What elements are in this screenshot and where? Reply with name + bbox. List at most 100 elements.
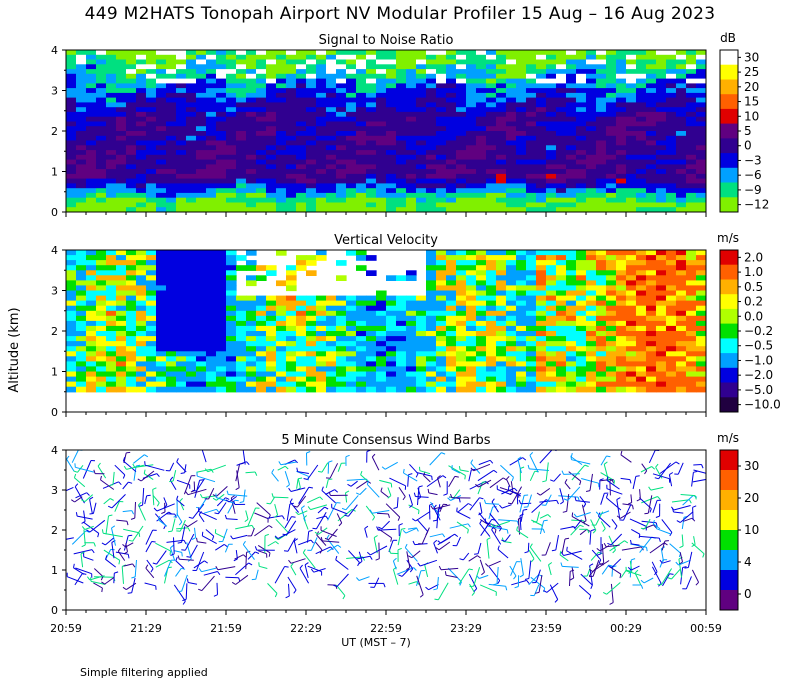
snr-cell (86, 59, 97, 65)
wind-barb (207, 464, 226, 473)
velocity-cell (86, 386, 97, 393)
velocity-cell (536, 255, 547, 261)
wind-barb (105, 537, 114, 546)
velocity-cell (556, 386, 567, 393)
snr-cell (606, 59, 617, 65)
velocity-cell (536, 331, 547, 337)
snr-cell (626, 88, 637, 94)
velocity-cell (416, 331, 427, 337)
snr-cell (386, 97, 397, 103)
wind-barb (216, 493, 225, 501)
wind-barb (407, 527, 417, 530)
snr-cell (516, 64, 527, 70)
wind-barb (626, 570, 642, 577)
wind-barb-flag (358, 561, 363, 565)
snr-cell (296, 192, 307, 199)
velocity-cell (646, 270, 657, 276)
velocity-cell (136, 260, 147, 266)
velocity-cell (286, 341, 297, 347)
snr-cell (256, 111, 267, 118)
velocity-cell (576, 295, 587, 302)
velocity-cell (246, 300, 257, 307)
snr-cell (116, 111, 127, 118)
velocity-cell (286, 295, 297, 302)
snr-cell (656, 164, 667, 170)
velocity-cell (116, 310, 127, 317)
snr-cell (336, 169, 347, 175)
velocity-cell (466, 356, 477, 362)
wind-barb-flag (328, 478, 333, 480)
snr-cell (296, 140, 307, 146)
snr-cell (86, 197, 97, 204)
snr-cell (246, 78, 257, 84)
snr-cell (526, 197, 537, 204)
snr-cell (576, 207, 587, 212)
velocity-cell (566, 260, 577, 266)
velocity-cell (176, 361, 187, 368)
velocity-cell (646, 280, 657, 287)
velocity-cell (156, 315, 167, 322)
snr-cell (646, 50, 657, 56)
snr-cell (636, 173, 647, 180)
velocity-cell (156, 356, 167, 362)
snr-cell (186, 192, 197, 199)
snr-cell (176, 111, 187, 118)
wind-barb-flag (531, 558, 535, 563)
velocity-cell (666, 315, 677, 322)
velocity-cell (676, 356, 687, 362)
snr-cell (696, 173, 706, 180)
velocity-cell (96, 260, 107, 266)
snr-cell (86, 173, 97, 180)
velocity-cell (446, 310, 457, 317)
velocity-cell (366, 255, 377, 261)
wind-barb (453, 489, 461, 499)
velocity-cell (506, 371, 517, 378)
snr-cell (356, 73, 367, 80)
wind-barb-flag (373, 535, 378, 539)
velocity-cell (616, 275, 627, 281)
snr-cell (416, 116, 427, 123)
velocity-cell (376, 366, 387, 373)
snr-cell (516, 192, 527, 199)
snr-cell (436, 169, 447, 175)
velocity-cell (396, 376, 407, 383)
wind-barb-flag (584, 464, 589, 467)
velocity-cell (476, 310, 487, 317)
velocity-cell (126, 376, 137, 383)
velocity-cell (526, 356, 537, 362)
snr-cell (506, 88, 517, 94)
wind-barb-flag (345, 490, 350, 494)
snr-cell (496, 150, 507, 156)
wind-barb (267, 583, 278, 594)
velocity-cell (436, 366, 447, 373)
wind-barb-flag (511, 477, 514, 482)
wind-barb-flag (598, 551, 603, 555)
velocity-cell (446, 381, 457, 388)
velocity-cell (546, 371, 557, 378)
snr-cell (116, 69, 127, 75)
snr-cell (656, 50, 667, 56)
wind-barb-flag (152, 562, 157, 565)
velocity-cell (226, 275, 237, 281)
velocity-cell (246, 386, 257, 393)
snr-cell (226, 102, 237, 108)
wind-barb-flag (73, 473, 77, 478)
snr-cell (246, 116, 257, 123)
snr-cell (66, 97, 77, 103)
snr-cell (96, 173, 107, 180)
snr-cell (156, 59, 167, 65)
velocity-cell (466, 260, 477, 266)
velocity-cell (556, 250, 567, 256)
snr-cell (406, 154, 417, 161)
velocity-cell (626, 336, 637, 342)
wind-barb-flag (231, 581, 236, 585)
velocity-cell (206, 336, 217, 342)
wind-barb (449, 523, 469, 529)
wind-barb (407, 474, 409, 487)
velocity-cell (216, 376, 227, 383)
wind-barb (156, 503, 175, 512)
velocity-cell (226, 250, 237, 256)
wind-barb (183, 475, 192, 495)
velocity-cell (126, 250, 137, 256)
snr-cell (96, 150, 107, 156)
